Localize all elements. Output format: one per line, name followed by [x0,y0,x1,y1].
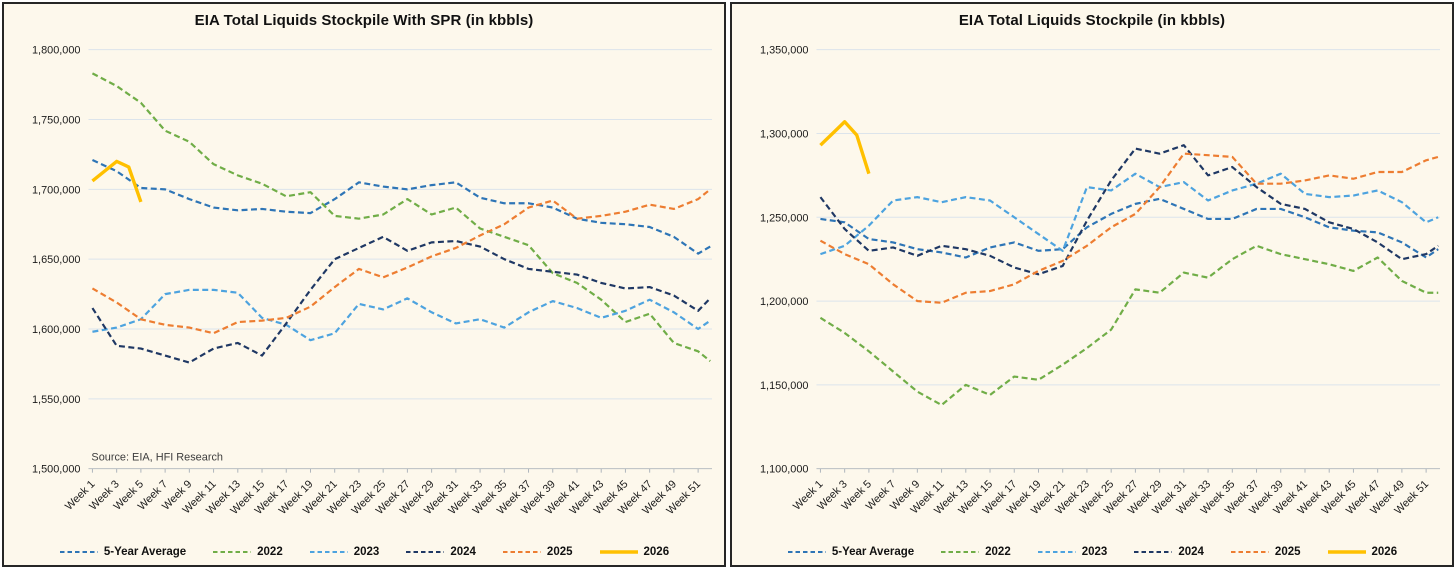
source-note: Source: EIA, HFI Research [91,452,223,464]
legend-swatch-dashed [787,551,826,553]
series-line-2022 [819,244,1439,407]
legend-label: 2026 [643,546,670,558]
legend-item-2023: 2023 [1037,546,1108,558]
legend-swatch-dashed [1134,551,1173,553]
legend-swatch-dashed [406,551,445,553]
series-line-2026 [91,159,143,203]
chart-legend-with-spr: 5-Year Average 2022 2023 2024 2025 2026 [4,546,724,558]
legend-item-2023: 2023 [309,546,380,558]
legend-swatch-dashed [309,551,348,553]
legend-item-2024: 2024 [1133,546,1204,558]
y-tick-label: 1,300,000 [760,128,809,140]
y-tick-label: 1,750,000 [32,114,81,126]
series-line-2025 [91,188,711,335]
legend-swatch-dashed [59,551,98,553]
legend-swatch-dashed [941,551,980,553]
legend-item-2024: 2024 [405,546,476,558]
series-lines [91,72,712,364]
legend-swatch-solid [599,550,638,554]
legend-label: 2024 [1178,546,1204,558]
series-line-5-year-average [820,197,1439,259]
y-tick-label: 1,550,000 [32,394,81,406]
legend-item-2022: 2022 [940,546,1011,558]
legend-item-2026: 2026 [1327,546,1398,558]
legend-swatch-dashed [1230,551,1269,553]
y-axis-tick-labels: 1,800,000 1,750,000 1,700,000 1,650,000 1,60… [32,45,81,476]
y-tick-label: 1,650,000 [32,254,81,266]
y-axis-tick-labels: 1,350,000 1,300,000 1,250,000 1,200,000 1,15… [760,45,809,476]
legend-label: 2022 [257,546,283,558]
y-gridlines [816,49,1441,470]
line-plot-with-spr: 1,800,000 1,750,000 1,700,000 1,650,000 1,60… [32,45,713,517]
y-tick-label: 1,150,000 [760,380,809,392]
x-axis-ticks [819,468,1427,473]
legend-item-2025: 2025 [1230,546,1301,558]
y-tick-label: 1,600,000 [32,324,81,336]
legend-label: 2024 [450,546,476,558]
legend-label: 5-Year Average [103,546,187,558]
chart-title-with-spr: EIA Total Liquids Stockpile With SPR (in… [194,12,534,29]
legend-swatch-solid [1327,550,1366,554]
legend-label: 2025 [1274,546,1301,558]
y-tick-label: 1,250,000 [760,212,809,224]
legend-label: 2022 [985,546,1011,558]
chart-panel-total: EIA Total Liquids Stockpile (in kbbls) 1… [730,2,1454,567]
legend-item-5-year-average: 5-Year Average [59,546,186,558]
series-line-2023 [92,288,711,342]
legend-label: 5-Year Average [831,546,915,558]
legend-swatch-dashed [213,551,252,553]
legend-item-2026: 2026 [599,546,670,558]
y-tick-label: 1,350,000 [760,45,809,57]
series-line-2024 [819,144,1439,276]
legend-label: 2025 [546,546,573,558]
series-line-2024 [91,235,712,364]
y-tick-label: 1,700,000 [32,184,81,196]
series-lines [819,120,1439,407]
legend-label: 2026 [1371,546,1398,558]
series-line-2022 [91,72,711,363]
x-axis-ticks [91,468,699,473]
series-line-5-year-average [91,158,711,255]
y-tick-label: 1,200,000 [760,296,809,308]
series-line-2025 [819,152,1439,304]
legend-swatch-dashed [1037,551,1076,553]
y-tick-label: 1,100,000 [760,464,809,476]
series-line-2026 [819,120,871,175]
legend-label: 2023 [353,546,380,558]
legend-item-2022: 2022 [212,546,283,558]
legend-swatch-dashed [502,551,541,553]
chart-title-total: EIA Total Liquids Stockpile (in kbbls) [958,12,1226,29]
line-plot-total: 1,350,000 1,300,000 1,250,000 1,200,000 1,15… [760,45,1441,517]
legend-label: 2023 [1081,546,1108,558]
legend-item-2025: 2025 [502,546,573,558]
legend-item-5-year-average: 5-Year Average [787,546,914,558]
series-line-2023 [820,172,1439,256]
chart-panel-with-spr: EIA Total Liquids Stockpile With SPR (in… [2,2,726,567]
y-gridlines [88,49,713,470]
y-tick-label: 1,800,000 [32,45,81,57]
y-tick-label: 1,500,000 [32,464,81,476]
chart-legend-total: 5-Year Average 2022 2023 2024 2025 2026 [732,546,1452,558]
